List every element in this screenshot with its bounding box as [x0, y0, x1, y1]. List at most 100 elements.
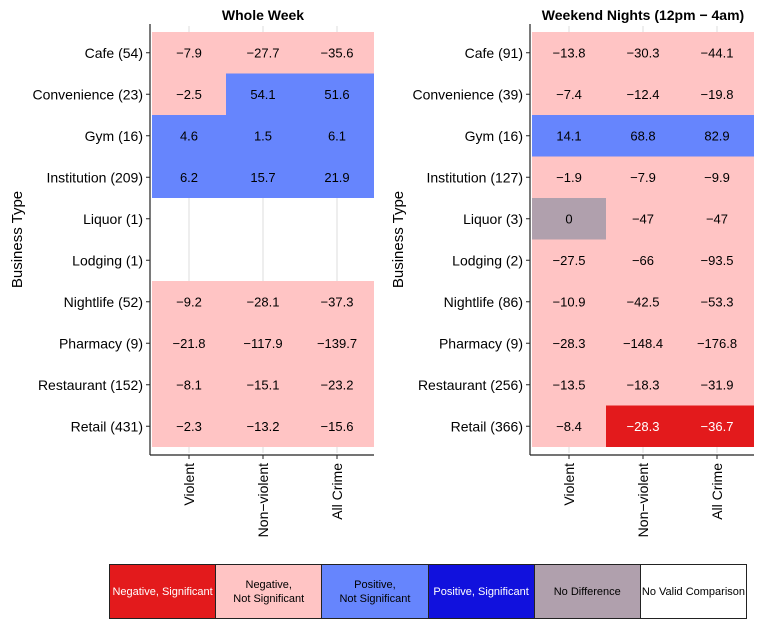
y-tick-label: Restaurant (152) [38, 377, 143, 393]
x-tick-label: Violent [561, 463, 577, 506]
cell-value-label: −13.5 [553, 377, 586, 392]
heatmap-cell [680, 239, 754, 281]
y-axis-title: Business Type [390, 191, 407, 288]
cell-value-label: 68.8 [630, 128, 655, 143]
cell-value-label: −66 [632, 253, 654, 268]
cell-value-label: −8.4 [556, 419, 582, 434]
x-tick-label: All Crime [329, 463, 345, 520]
cell-value-label: −44.1 [701, 45, 734, 60]
cell-value-label: 6.1 [328, 128, 346, 143]
heatmap-cell [300, 405, 374, 447]
heatmap-cell [152, 405, 226, 447]
cell-value-label: −176.8 [697, 336, 737, 351]
cell-value-label: −37.3 [321, 294, 354, 309]
cell-value-label: −36.7 [701, 419, 734, 434]
y-tick-label: Nightlife (52) [64, 294, 143, 310]
cell-value-label: −53.3 [701, 294, 734, 309]
heatmap-cell [226, 115, 300, 157]
heatmap-cell [606, 364, 680, 406]
heatmap-cell [152, 364, 226, 406]
cell-value-label: −47 [632, 211, 654, 226]
heatmap-cell [680, 73, 754, 115]
heatmap-cell [680, 115, 754, 157]
cell-value-label: −19.8 [701, 87, 734, 102]
cell-value-label: −31.9 [701, 377, 734, 392]
cell-value-label: 0 [565, 211, 572, 226]
heatmap-cell [152, 281, 226, 323]
heatmap-cell [606, 281, 680, 323]
y-tick-label: Convenience (23) [32, 86, 143, 102]
cell-value-label: 51.6 [324, 87, 349, 102]
y-tick-label: Liquor (3) [463, 211, 523, 227]
heatmap-cell [532, 32, 606, 74]
cell-value-label: 14.1 [556, 128, 581, 143]
heatmap-cell [226, 322, 300, 364]
y-tick-label: Pharmacy (9) [59, 335, 143, 351]
legend-item-neg-ns: Negative, Not Significant [216, 565, 323, 618]
cell-value-label: −148.4 [623, 336, 663, 351]
cell-value-label: −28.3 [627, 419, 660, 434]
y-tick-label: Gym (16) [465, 128, 523, 144]
y-tick-label: Liquor (1) [83, 211, 143, 227]
heatmap-cell [680, 322, 754, 364]
heatmap-cell [606, 73, 680, 115]
cell-value-label: 4.6 [180, 128, 198, 143]
panel-title: Whole Week [222, 7, 304, 23]
y-tick-label: Cafe (91) [465, 45, 523, 61]
heatmap-cell [606, 32, 680, 74]
cell-value-label: 82.9 [704, 128, 729, 143]
cell-value-label: −10.9 [553, 294, 586, 309]
x-tick-label: Non−violent [635, 463, 651, 537]
y-tick-label: Lodging (1) [72, 252, 143, 268]
cell-value-label: 21.9 [324, 170, 349, 185]
y-tick-label: Retail (366) [451, 418, 523, 434]
y-tick-label: Gym (16) [85, 128, 143, 144]
heatmap-cell [606, 322, 680, 364]
cell-value-label: −23.2 [321, 377, 354, 392]
cell-value-label: −7.4 [556, 87, 582, 102]
cell-value-label: 54.1 [250, 87, 275, 102]
cell-value-label: −35.6 [321, 45, 354, 60]
heatmap-cell [532, 73, 606, 115]
legend-item-pos-sig: Positive, Significant [428, 565, 535, 618]
y-axis-title: Business Type [9, 191, 26, 288]
cell-value-label: −47 [706, 211, 728, 226]
heatmap-cell [532, 322, 606, 364]
heatmap-cell [680, 32, 754, 74]
heatmap-cell [300, 32, 374, 74]
heatmap-cell [680, 198, 754, 240]
heatmap-cell [300, 115, 374, 157]
x-tick-label: Violent [181, 463, 197, 506]
cell-value-label: −15.1 [247, 377, 280, 392]
heatmap-cell [680, 364, 754, 406]
legend-item-pos-ns: Positive, Not Significant [322, 565, 429, 618]
heatmap-cell [606, 239, 680, 281]
heatmap-cell [226, 73, 300, 115]
heatmap-cell [532, 198, 606, 240]
heatmap-cell [300, 73, 374, 115]
heatmap-cell [300, 281, 374, 323]
cell-value-label: 1.5 [254, 128, 272, 143]
cell-value-label: −42.5 [627, 294, 660, 309]
cell-value-label: 15.7 [250, 170, 275, 185]
heatmap-cell [152, 73, 226, 115]
cell-value-label: −15.6 [321, 419, 354, 434]
y-tick-label: Restaurant (256) [418, 377, 523, 393]
cell-value-label: −2.3 [176, 419, 202, 434]
cell-value-label: −13.2 [247, 419, 280, 434]
heatmap-cell [226, 156, 300, 198]
x-tick-label: Non−violent [255, 463, 271, 537]
heatmap-figure: Whole Week −7.9 −27.7 −35.6 −2.5 54.1 51.6 4.6 1… [9, 7, 754, 537]
y-tick-label: Pharmacy (9) [439, 335, 523, 351]
cell-value-label: −117.9 [243, 336, 282, 351]
cell-value-label: −93.5 [701, 253, 734, 268]
heatmap-cell [300, 322, 374, 364]
heatmap-cell [606, 156, 680, 198]
cell-value-label: −30.3 [627, 45, 660, 60]
cell-value-label: −2.5 [176, 87, 202, 102]
y-tick-label: Cafe (54) [85, 45, 143, 61]
cell-value-label: −28.1 [247, 294, 280, 309]
cell-value-label: −139.7 [317, 336, 357, 351]
heatmap-cell [226, 32, 300, 74]
heatmap-cell [680, 156, 754, 198]
